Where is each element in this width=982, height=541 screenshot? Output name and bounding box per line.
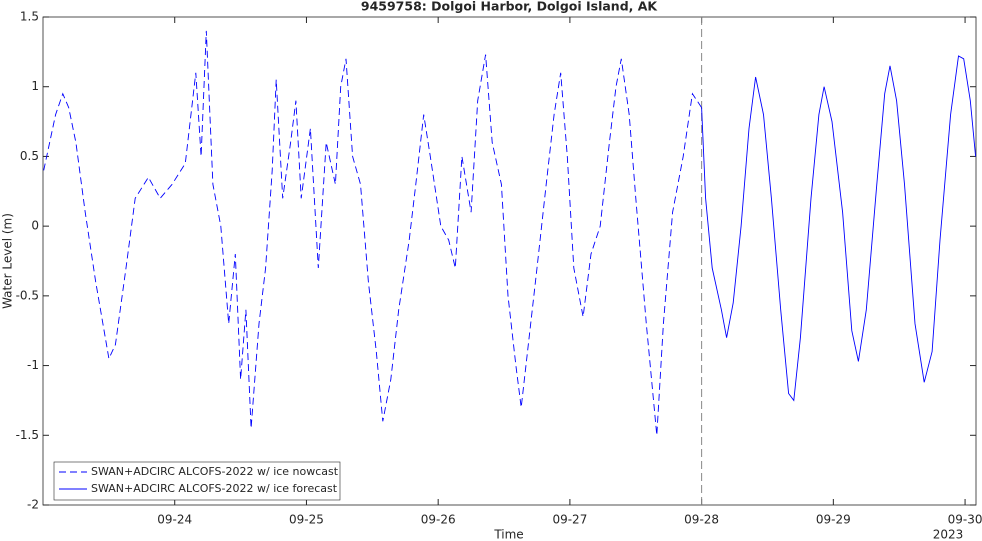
x-axis-label: Time [493, 528, 523, 541]
y-tick-label: -1.5 [16, 428, 39, 442]
legend-label: SWAN+ADCIRC ALCOFS-2022 w/ ice forecast [91, 482, 338, 495]
x-tick-label: 09-28 [684, 513, 719, 527]
series-line [701, 55, 977, 402]
x-tick-label: 09-24 [157, 513, 192, 527]
y-tick-label: -0.5 [16, 288, 39, 302]
chart-title: 9459758: Dolgoi Harbor, Dolgoi Island, A… [361, 0, 659, 14]
x-sublabel: 2023 [933, 528, 964, 541]
x-tick-label: 09-30 [948, 513, 982, 527]
plot-area [42, 16, 977, 506]
x-tick-label: 09-27 [552, 513, 587, 527]
series-line [43, 30, 702, 436]
x-tick-label: 09-29 [816, 513, 851, 527]
y-tick-label: 0.5 [20, 149, 39, 163]
y-axis-label: Water Level (m) [1, 213, 15, 309]
y-tick-label: 1.5 [20, 10, 39, 24]
y-tick-label: -2 [27, 498, 39, 512]
y-tick-label: -1 [27, 358, 39, 372]
x-tick-label: 09-26 [421, 513, 456, 527]
legend-box [53, 461, 341, 501]
legend-label: SWAN+ADCIRC ALCOFS-2022 w/ ice nowcast [91, 465, 339, 478]
y-tick-label: 0 [31, 219, 39, 233]
y-tick-label: 1 [31, 79, 39, 93]
x-tick-label: 09-25 [289, 513, 324, 527]
